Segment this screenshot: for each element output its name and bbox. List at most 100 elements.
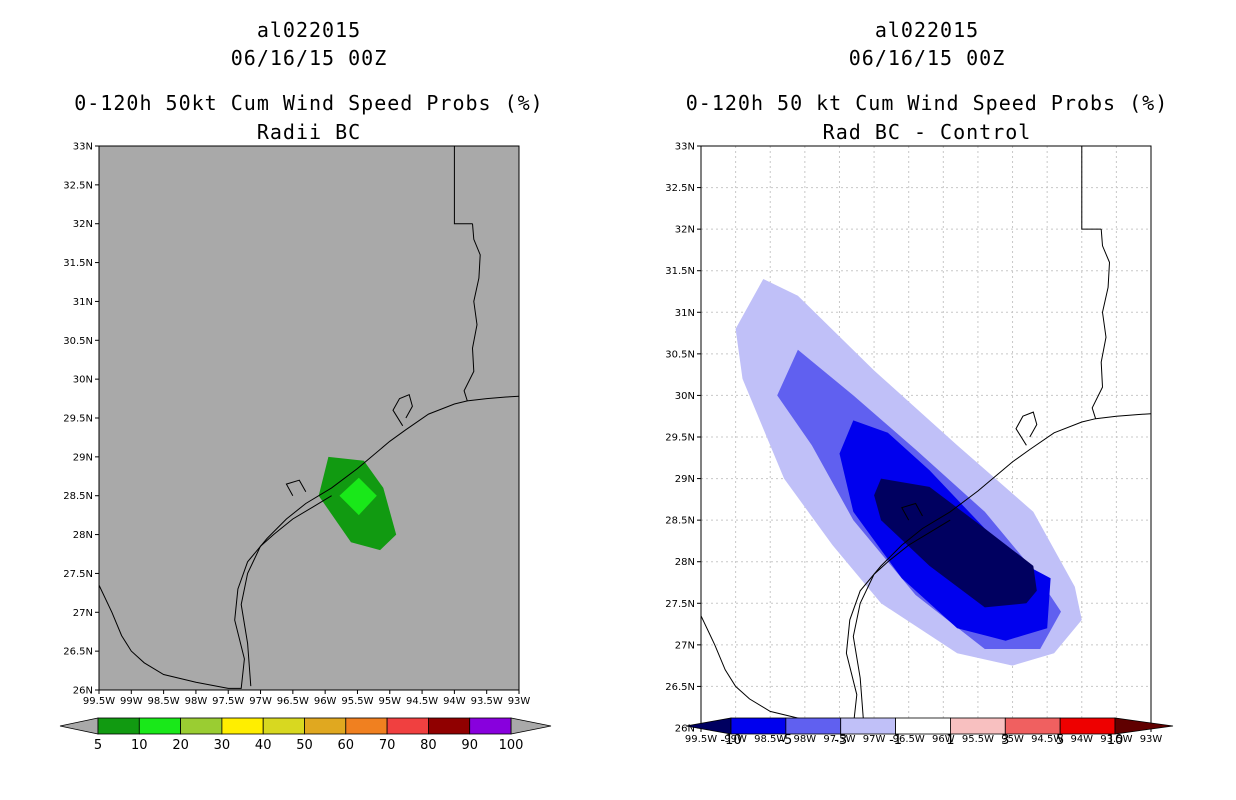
coastline [901, 502, 923, 521]
coastline [240, 495, 332, 687]
state-border [1081, 146, 1102, 230]
y-tick-label: 30N [675, 391, 695, 402]
right-title: 0-120h 50 kt Cum Wind Speed Probs (%) [685, 91, 1169, 115]
colorbar-label: 80 [420, 738, 437, 753]
right-subtitle: Rad BC - Control [822, 120, 1032, 144]
colorbar-swatch [427, 717, 471, 735]
colorbar-over-arrow [1114, 717, 1174, 735]
left-title: 0-120h 50kt Cum Wind Speed Probs (%) [74, 91, 544, 115]
y-tick-label: 30.5N [665, 349, 695, 360]
y-tick-label: 33N [675, 142, 695, 153]
x-tick-label: 98.5W [754, 734, 786, 745]
coastline [392, 394, 413, 427]
colorbar-label: 3 [1001, 733, 1009, 748]
y-tick-label: 29N [675, 474, 695, 485]
colorbar-label: -5 [779, 733, 792, 748]
colorbar-label: 60 [338, 738, 355, 753]
y-tick-label: 26.5N [63, 647, 93, 658]
colorbar-label: 40 [255, 738, 272, 753]
colorbar-label: 10 [1107, 733, 1124, 748]
x-tick-label: 96.5W [893, 734, 925, 745]
x-tick-label: 99W [724, 734, 747, 745]
x-tick-label: 99W [120, 696, 143, 707]
coastline [98, 395, 520, 689]
x-tick-label: 94.5W [406, 696, 438, 707]
colorbar-swatch [1004, 717, 1061, 735]
colorbar-under-arrow [59, 717, 99, 735]
colorbar-label: 50 [296, 738, 313, 753]
left-subtitle: Radii BC [256, 120, 362, 144]
y-tick-label: 27.5N [63, 569, 93, 580]
y-tick-label: 28.5N [63, 491, 93, 502]
x-tick-label: 99.5W [83, 696, 115, 707]
colorbar-swatch [180, 717, 223, 735]
colorbar-swatch [730, 717, 787, 735]
x-tick-label: 95W [1001, 734, 1024, 745]
colorbar-label: 20 [172, 738, 189, 753]
y-tick-label: 31.5N [63, 258, 93, 269]
x-tick-label: 93.5W [471, 696, 503, 707]
y-tick-label: 27N [675, 640, 695, 651]
y-tick-label: 27.5N [665, 599, 695, 610]
x-tick-label: 93W [508, 696, 531, 707]
y-tick-label: 32N [73, 219, 93, 230]
x-tick-label: 97.5W [212, 696, 244, 707]
left-storm-id: al022015 [256, 18, 362, 42]
colorbar-label: 30 [214, 738, 231, 753]
x-tick-label: 98.5W [148, 696, 180, 707]
coastline [463, 223, 481, 402]
x-tick-label: 94W [1070, 734, 1093, 745]
colorbar-swatch [1059, 717, 1116, 735]
colorbar-swatch [138, 717, 182, 735]
colorbar-swatch [469, 717, 512, 735]
contour-level--10 [874, 478, 1037, 608]
x-tick-label: 95.5W [962, 734, 994, 745]
right-datetime: 06/16/15 00Z [848, 46, 1006, 70]
x-tick-label: 97.5W [823, 734, 855, 745]
y-tick-label: 26N [73, 686, 93, 697]
x-tick-label: 97W [249, 696, 272, 707]
x-tick-label: 98W [794, 734, 817, 745]
colorbar-label: 5 [94, 738, 102, 753]
y-tick-label: 28.5N [665, 516, 695, 527]
right-map-chart: 26N 26.5N 27N 27.5N 28N 28.5N 29N 29.5N 30N 30.5N… [665, 142, 1174, 748]
coastline [1015, 411, 1038, 446]
colorbar-label: 1 [946, 733, 954, 748]
y-tick-label: 31.5N [665, 266, 695, 277]
colorbar-label: -10 [720, 733, 741, 748]
y-tick-label: 29N [73, 452, 93, 463]
x-tick-label: 96W [932, 734, 955, 745]
y-tick-label: 31N [73, 297, 93, 308]
x-tick-label: 95.5W [341, 696, 373, 707]
right-panel: al022015 06/16/15 00Z 0-120h 50 kt Cum W… [618, 0, 1236, 800]
y-tick-label: 26.5N [665, 682, 695, 693]
colorbar-swatch [386, 717, 429, 735]
colorbar-label: 70 [379, 738, 396, 753]
y-tick-label: 31N [675, 308, 695, 319]
x-tick-label: 99.5W [685, 734, 717, 745]
x-tick-label: 93W [1140, 734, 1163, 745]
colorbar-label: -1 [889, 733, 902, 748]
colorbar-swatch [221, 717, 264, 735]
x-tick-label: 94.5W [1031, 734, 1063, 745]
coastline [285, 479, 307, 496]
y-tick-label: 29.5N [63, 414, 93, 425]
colorbar-swatch [304, 717, 347, 735]
colorbar-swatch [262, 717, 305, 735]
contour-level-10 [339, 477, 377, 516]
x-tick-label: 94W [443, 696, 466, 707]
x-tick-label: 93.5W [1100, 734, 1132, 745]
right-storm-id: al022015 [874, 18, 980, 42]
y-tick-label: 28N [675, 557, 695, 568]
map-background [99, 146, 519, 690]
y-tick-label: 32.5N [63, 180, 93, 191]
colorbar-swatch [895, 717, 951, 735]
y-tick-label: 30N [73, 375, 93, 386]
y-tick-label: 26N [675, 724, 695, 735]
y-tick-label: 27N [73, 608, 93, 619]
coastline [852, 519, 951, 724]
colorbar-label: 10 [131, 738, 148, 753]
left-panel: al022015 06/16/15 00Z 0-120h 50kt Cum Wi… [59, 18, 552, 753]
colorbar-over-arrow [510, 717, 552, 735]
x-tick-label: 95W [378, 696, 401, 707]
